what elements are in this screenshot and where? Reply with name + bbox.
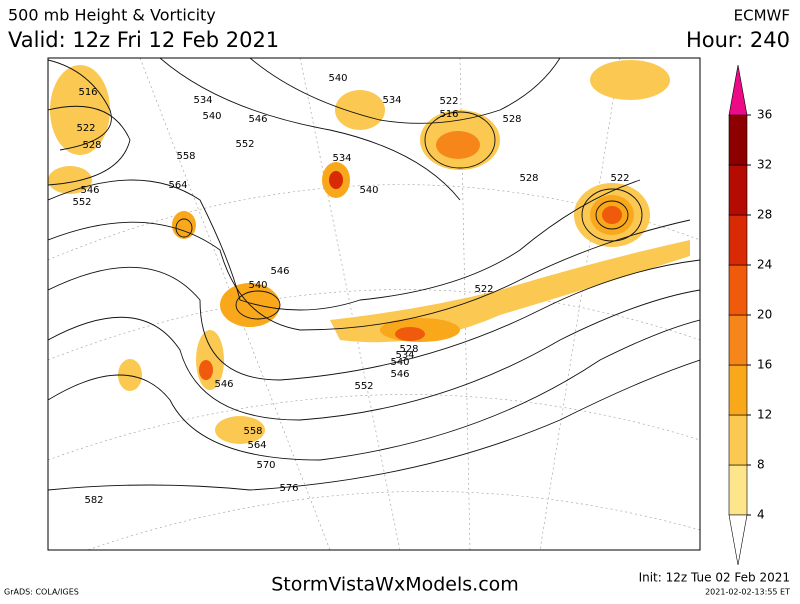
colorbar-bin [728,214,748,266]
init-time: Init: 12z Tue 02 Feb 2021 [639,571,790,585]
contour-label: 528 [399,344,418,355]
height-contours [48,58,700,491]
map-frame [47,57,701,551]
contour-label: 552 [354,381,373,392]
contour-label: 516 [78,87,97,98]
contour-label: 576 [279,483,298,494]
contour-label: 552 [235,139,254,150]
contour-label: 534 [193,95,212,106]
colorbar-over [728,64,748,116]
colorbar-bin [728,314,748,366]
contour-label: 534 [382,95,401,106]
contour-label: 564 [168,180,187,191]
contour-label: 522 [474,284,493,295]
colorbar-bin [728,264,748,316]
contour-label: 522 [76,123,95,134]
colorbar-bin [728,164,748,216]
colorbar-label: 16 [757,358,772,372]
colorbar-bin [728,364,748,416]
contour-label: 534 [332,153,351,164]
colorbar-label: 12 [757,408,772,422]
colorbar-label: 32 [757,158,772,172]
contour-label: 528 [519,173,538,184]
valid-time: Valid: 12z Fri 12 Feb 2021 [8,28,279,52]
site-name: StormVistaWxModels.com [271,574,519,596]
contour-label: 522 [439,96,458,107]
model: ECMWF [734,7,790,25]
contour-label: 540 [359,185,378,196]
contour-label: 540 [202,111,221,122]
contour-label: 540 [390,357,409,368]
contour-label: 546 [270,266,289,277]
contour-label: 546 [248,114,267,125]
contour-label: 558 [176,151,195,162]
colorbar-label: 36 [757,108,772,122]
colorbar-bin [728,414,748,466]
colorbar-label: 24 [757,258,772,272]
title: 500 mb Height & Vorticity [8,6,216,25]
contour-label: 528 [82,140,101,151]
contour-label: 534 [395,350,414,361]
colorbar-label: 20 [757,308,772,322]
contour-label: 546 [214,379,233,390]
contour-label: 540 [248,280,267,291]
grads-credit: GrADS: COLA/IGES [4,588,79,597]
contour-label: 516 [439,109,458,120]
contour-label: 546 [390,369,409,380]
colorbar-label: 4 [757,508,765,522]
colorbar-under [728,514,748,566]
contour-label: 564 [247,440,266,451]
contour-label: 540 [328,73,347,84]
colorbar: 4 8 12 16 20 24 28 32 36 [728,64,772,566]
forecast-hour: Hour: 240 [686,28,790,52]
colorbar-label: 8 [757,458,765,472]
colorbar-bin [728,114,748,166]
contour-label: 558 [243,426,262,437]
contour-label: 522 [610,173,629,184]
contour-label: 570 [256,460,275,471]
colorbar-bin [728,464,748,516]
contour-label: 552 [72,197,91,208]
contour-label: 528 [502,114,521,125]
contour-label: 546 [80,185,99,196]
timestamp: 2021-02-02-13:55 ET [705,588,790,597]
colorbar-label: 28 [757,208,772,222]
contour-label: 582 [84,495,103,506]
